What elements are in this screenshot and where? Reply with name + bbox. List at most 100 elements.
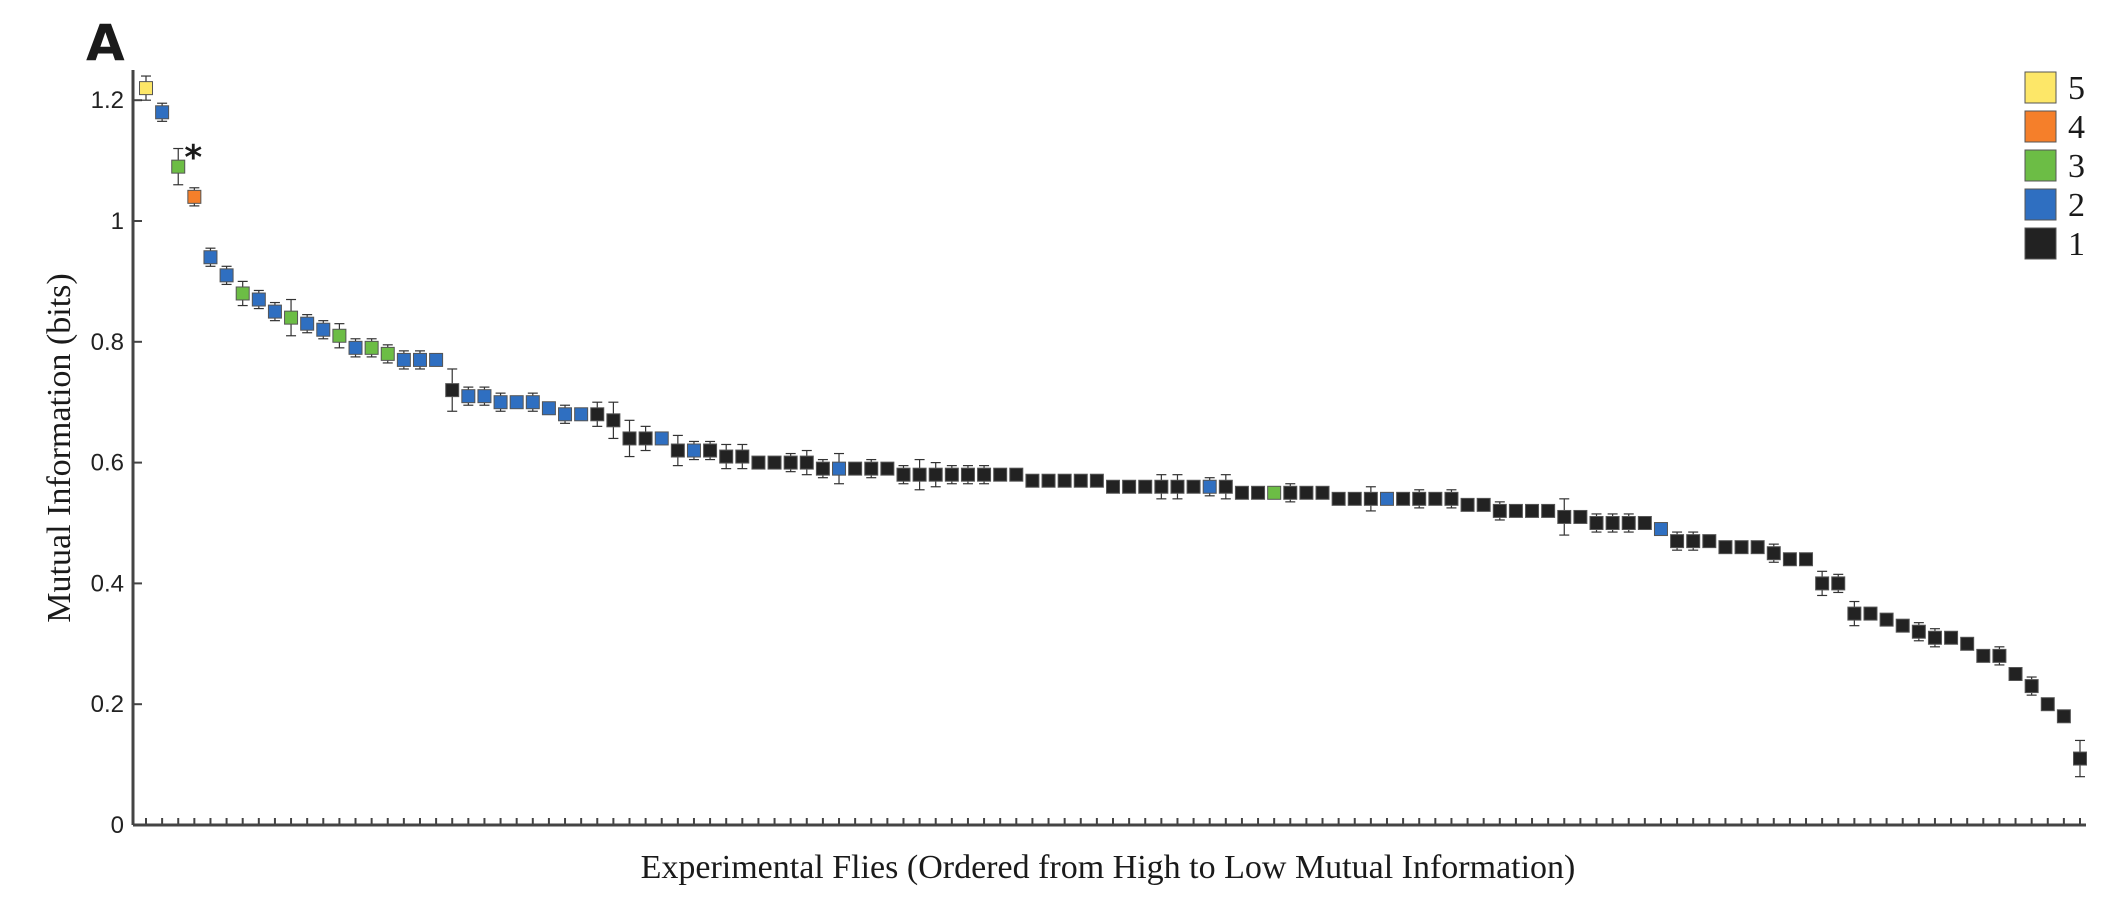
- data-point: [493, 395, 508, 410]
- data-point: [477, 389, 492, 404]
- data-point: [1976, 648, 1991, 663]
- legend-swatch: [2024, 149, 2057, 182]
- data-point: [1637, 516, 1652, 530]
- data-point: [1234, 485, 1249, 500]
- data-point: [1750, 540, 1765, 555]
- data-point: [509, 395, 524, 410]
- data-point: [1057, 473, 1072, 488]
- data-point: [1589, 516, 1604, 530]
- data-point: [139, 81, 153, 96]
- data-point: [300, 316, 315, 331]
- data-point: [1863, 606, 1878, 621]
- data-point: [2008, 667, 2023, 681]
- data-point: [461, 389, 476, 404]
- data-point: [1879, 612, 1894, 627]
- data-point: [1605, 516, 1620, 530]
- data-point: [1073, 473, 1088, 488]
- data-point: [396, 352, 411, 367]
- data-point: [1895, 618, 1910, 633]
- data-point: [1766, 546, 1781, 561]
- data-point: [171, 159, 186, 174]
- data-point: [1573, 509, 1588, 524]
- data-point: [944, 467, 959, 482]
- data-point: [1541, 503, 1556, 518]
- data-point: [2040, 697, 2055, 712]
- data-point: [1041, 473, 1056, 488]
- legend-label: 4: [2068, 109, 2085, 146]
- data-point: [380, 346, 395, 361]
- data-point: [541, 401, 556, 416]
- data-point: [1251, 485, 1266, 500]
- data-point: [912, 467, 927, 482]
- data-point: [1170, 479, 1185, 494]
- data-point: [412, 352, 427, 367]
- legend-swatch: [2024, 71, 2057, 104]
- data-point: [1218, 479, 1233, 494]
- data-point: [1428, 491, 1443, 506]
- data-point: [815, 461, 830, 476]
- data-point: [767, 455, 782, 470]
- data-point: [1412, 491, 1427, 506]
- data-point: [1686, 534, 1701, 549]
- data-point: [1718, 540, 1733, 555]
- data-point: [332, 328, 347, 343]
- data-point: [1927, 630, 1942, 645]
- data-point: [1122, 479, 1137, 494]
- y-tick-label: 0.4: [91, 570, 124, 597]
- data-point: [1960, 636, 1975, 651]
- data-point: [2024, 679, 2039, 694]
- data-point: [1025, 473, 1040, 488]
- data-point: [832, 461, 847, 476]
- data-point: [1138, 479, 1153, 494]
- x-axis-ticks: [145, 818, 2081, 825]
- x-axis-title: Experimental Flies (Ordered from High to…: [641, 849, 1576, 886]
- data-point: [960, 467, 975, 482]
- y-tick-label: 0.6: [91, 450, 124, 477]
- data-point: [1379, 491, 1394, 506]
- data-point: [251, 292, 266, 307]
- data-point: [1799, 552, 1814, 567]
- data-point: [1444, 491, 1459, 506]
- data-point: [1009, 467, 1024, 482]
- data-point: [622, 431, 637, 446]
- data-point: [574, 407, 589, 422]
- data-point: [1315, 485, 1330, 500]
- data-point: [284, 310, 299, 325]
- data-point: [1557, 509, 1572, 524]
- legend-label: 1: [2068, 226, 2085, 263]
- data-point: [1815, 576, 1830, 591]
- data-point: [1621, 516, 1636, 530]
- data-point: [799, 455, 814, 470]
- data-point: [1670, 534, 1685, 549]
- data-point: [1911, 624, 1926, 639]
- data-point: [638, 431, 653, 446]
- data-point: [703, 443, 718, 458]
- y-tick-label: 1: [111, 208, 124, 235]
- data-point: [1460, 497, 1475, 512]
- data-point: [1476, 497, 1491, 512]
- data-point: [1202, 479, 1217, 494]
- data-point: [783, 455, 798, 470]
- data-point: [1508, 503, 1523, 518]
- data-point: [977, 467, 992, 482]
- data-point: [445, 383, 460, 398]
- data-point: [1347, 491, 1362, 506]
- data-point: [1653, 522, 1668, 537]
- legend-label: 2: [2068, 187, 2085, 224]
- y-axis-title: Mutual Information (bits): [41, 273, 78, 622]
- data-point: [429, 352, 444, 367]
- data-point: [525, 395, 540, 410]
- legend-label: 3: [2068, 148, 2085, 185]
- data-point: [864, 461, 879, 476]
- data-points: [139, 75, 2087, 778]
- data-point: [686, 443, 701, 458]
- data-point: [155, 105, 170, 120]
- data-point: [558, 407, 573, 422]
- data-point: [203, 250, 218, 265]
- significance-annotation: *: [184, 138, 202, 178]
- data-point: [1089, 473, 1104, 488]
- data-point: [1944, 630, 1959, 645]
- data-point: [1299, 485, 1314, 500]
